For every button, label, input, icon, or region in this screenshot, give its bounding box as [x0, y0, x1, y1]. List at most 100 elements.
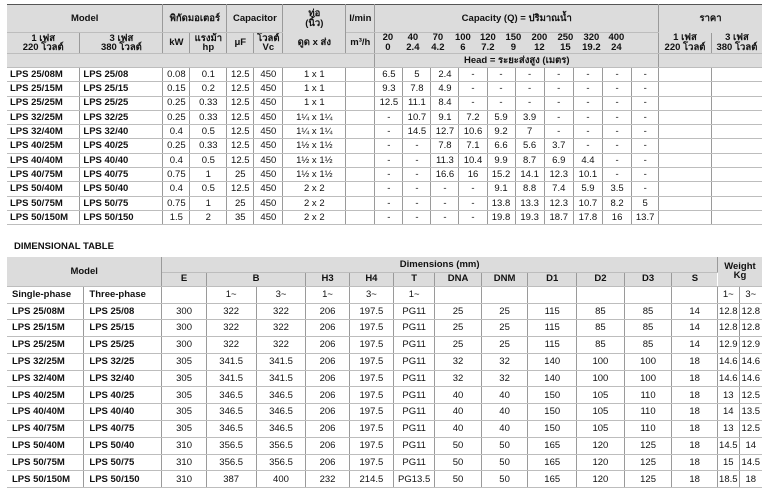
dim-d2: 85 — [576, 303, 625, 321]
price-3phase — [711, 138, 762, 154]
hp-value: 0.2 — [189, 81, 228, 97]
price-3phase — [711, 96, 762, 111]
head-value: 14.5 — [402, 124, 432, 140]
head-value: - — [602, 167, 633, 183]
dim-b1: 346.5 — [206, 386, 257, 405]
dim-dna: 40 — [434, 386, 482, 405]
pipe-size: 2 x 2 — [282, 196, 347, 211]
dim-d2: 105 — [576, 403, 625, 422]
dim-d2: 120 — [576, 470, 625, 489]
flow-m3h-value: 2.4 — [406, 42, 420, 54]
head-value: 13.8 — [487, 196, 516, 211]
head-value: - — [602, 81, 633, 97]
head-value: - — [374, 138, 404, 154]
head-value: 4.9 — [430, 81, 460, 97]
pipe-size: 1 x 1 — [282, 81, 347, 97]
head-value: 5 — [631, 196, 660, 211]
dim-d1: 140 — [527, 353, 578, 371]
vc-value: 450 — [253, 110, 284, 126]
uf-value: 12.5 — [226, 138, 255, 154]
flow-m3h-value: 7.2 — [481, 42, 495, 54]
dim-d1: 165 — [527, 454, 578, 472]
flow-m3h-value: 4.2 — [431, 42, 445, 54]
perf-header-capacity: Capacity (Q) = ปริมาณน้ำ — [374, 4, 660, 33]
head-value: 5 — [402, 67, 432, 83]
head-value: 10.1 — [573, 167, 604, 183]
dim-t: PG11 — [393, 319, 436, 338]
uf-value: 12.5 — [226, 81, 255, 97]
head-value: 10.7 — [402, 110, 432, 126]
dim-t: PG11 — [393, 403, 436, 422]
dims-row: LPS 32/25M LPS 32/25 305 341.5 341.5 206 197.5… — [7, 353, 762, 371]
perf-header-model: Model — [7, 4, 164, 33]
head-value: 12.7 — [430, 124, 460, 140]
vc-value: 450 — [253, 96, 284, 111]
pipe-size: 2 x 2 — [282, 210, 347, 226]
price-1phase — [658, 124, 712, 140]
head-value: - — [430, 181, 460, 197]
model-three-phase: LPS 25/25 — [83, 336, 163, 354]
flow-lmin-value: 120 — [479, 32, 496, 44]
model-1phase: LPS 25/15M — [7, 81, 81, 97]
performance-table: Model พิกัดมอเตอร์ Capacitor ท่อ (นิ้ว) l… — [7, 4, 762, 226]
dim-e: 310 — [161, 454, 207, 472]
dims-row: LPS 50/150M LPS 50/150 310 387 400 232 214.5 PG… — [7, 470, 762, 489]
perf-header-m3h: m³/h — [345, 32, 376, 54]
head-value: - — [573, 138, 604, 154]
dim-h4: 197.5 — [349, 370, 395, 388]
perf-header-price: ราคา — [699, 13, 722, 24]
dim-d3: 110 — [624, 386, 673, 405]
head-value: 7.8 — [402, 81, 432, 97]
price-3phase — [711, 124, 762, 140]
dim-d2: 120 — [576, 454, 625, 472]
dim-h4: 197.5 — [349, 336, 395, 354]
model-3phase: LPS 25/25 — [79, 96, 164, 111]
vc-value: 450 — [253, 196, 284, 211]
kw-value: 0.25 — [162, 110, 191, 126]
head-value: - — [487, 67, 516, 83]
head-value: - — [602, 67, 633, 83]
dim-b1: 387 — [206, 470, 257, 489]
flow-spacer — [345, 96, 376, 111]
uf-value: 12.5 — [226, 153, 255, 169]
vc-value: 450 — [253, 181, 284, 197]
head-value: - — [458, 196, 488, 211]
dim-w3: 14.5 — [739, 454, 762, 472]
dim-dnm: 40 — [481, 420, 529, 438]
head-value: 12.3 — [544, 196, 574, 211]
pipe-size: 1¼ x 1¼ — [282, 124, 347, 140]
pipe-discharge: 1 — [319, 97, 325, 109]
model-3phase: LPS 40/75 — [79, 167, 164, 183]
dim-s: 18 — [671, 403, 718, 422]
vc-value: 450 — [253, 138, 284, 154]
price-1phase — [658, 67, 712, 83]
dim-dna: 32 — [434, 353, 482, 371]
model-three-phase: LPS 50/75 — [83, 454, 163, 472]
head-value: 5.9 — [487, 110, 516, 126]
dims-header-three-phase: Three-phase — [83, 286, 163, 304]
head-value: 8.8 — [515, 181, 545, 197]
uf-value: 12.5 — [226, 67, 255, 83]
hp-value: 0.33 — [189, 138, 228, 154]
price-1phase — [658, 181, 712, 197]
head-value: 3.7 — [544, 138, 574, 154]
dim-d3: 125 — [624, 454, 673, 472]
model-1phase: LPS 25/25M — [7, 96, 81, 111]
dim-b1: 356.5 — [206, 454, 257, 472]
dim-e: 305 — [161, 370, 207, 388]
pipe-suction: 2 — [304, 197, 310, 209]
price-3phase — [711, 81, 762, 97]
dim-s: 14 — [671, 303, 718, 321]
dim-w1: 14.5 — [717, 437, 740, 455]
head-value: 9.1 — [430, 110, 460, 126]
dim-d1: 115 — [527, 336, 578, 354]
dim-t: PG11 — [393, 370, 436, 388]
head-value: - — [402, 210, 432, 226]
head-value: 8.4 — [430, 96, 460, 111]
dim-t: PG11 — [393, 303, 436, 321]
head-value: - — [458, 96, 488, 111]
dim-dnm: 50 — [481, 470, 529, 489]
head-value: - — [631, 110, 660, 126]
price-1phase — [658, 196, 712, 211]
dim-d3: 85 — [624, 319, 673, 338]
